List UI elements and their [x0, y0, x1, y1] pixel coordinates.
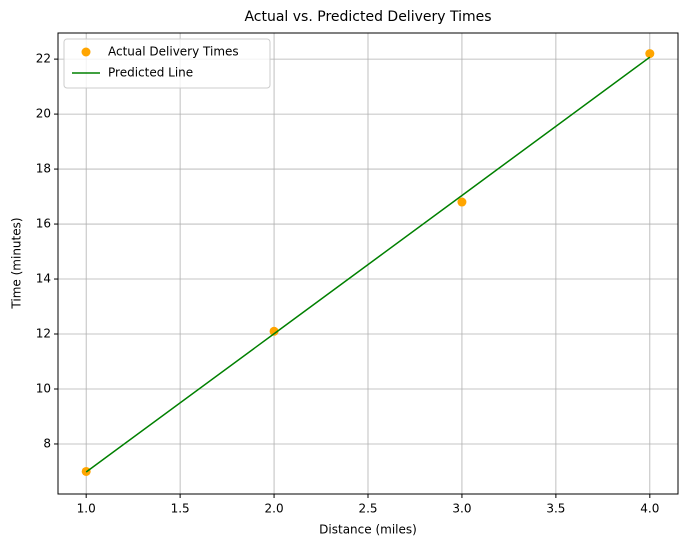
y-tick-label: 10 — [36, 381, 51, 395]
x-tick-label: 2.0 — [265, 502, 284, 516]
legend-label: Actual Delivery Times — [108, 45, 239, 59]
x-tick-label: 4.0 — [640, 502, 659, 516]
y-tick-label: 8 — [43, 436, 51, 450]
x-tick-label: 1.5 — [171, 502, 190, 516]
y-tick-label: 16 — [36, 217, 51, 231]
x-tick-label: 1.0 — [77, 502, 96, 516]
y-tick-label: 18 — [36, 162, 51, 176]
x-axis-label: Distance (miles) — [319, 523, 417, 537]
y-tick-label: 20 — [36, 107, 51, 121]
x-tick-label: 2.5 — [358, 502, 377, 516]
legend-swatch — [81, 47, 91, 57]
y-tick-label: 14 — [36, 272, 51, 286]
x-tick-label: 3.0 — [452, 502, 471, 516]
data-point — [457, 197, 467, 207]
chart-title: Actual vs. Predicted Delivery Times — [244, 9, 491, 25]
data-point — [645, 49, 655, 59]
data-point — [269, 326, 279, 336]
legend-box — [63, 38, 271, 89]
y-tick-label: 22 — [36, 52, 51, 66]
predicted-line — [85, 56, 651, 473]
y-tick-label: 12 — [36, 327, 51, 341]
x-tick-label: 3.5 — [546, 502, 565, 516]
y-axis-label: Time (minutes) — [10, 217, 24, 309]
legend-label: Predicted Line — [108, 66, 193, 80]
plot-frame — [57, 32, 679, 495]
